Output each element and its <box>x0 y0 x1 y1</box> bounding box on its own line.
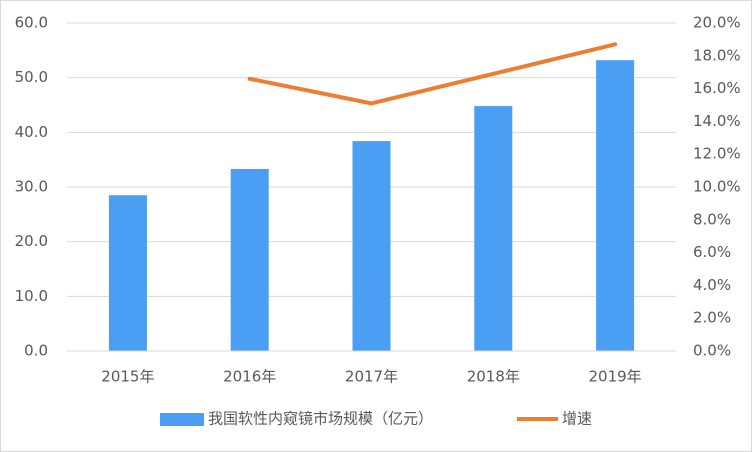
bar <box>596 60 635 351</box>
legend-label: 增速 <box>562 410 592 428</box>
y2-tick-label: 6.0% <box>693 243 731 261</box>
y2-tick-label: 16.0% <box>693 79 741 97</box>
bar <box>108 195 147 351</box>
x-tick-label: 2018年 <box>467 368 520 386</box>
legend-swatch <box>160 413 204 426</box>
y2-tick-label: 14.0% <box>693 112 741 130</box>
y2-tick-label: 20.0% <box>693 14 741 32</box>
y-tick-label: 0.0 <box>24 342 48 360</box>
y-tick-label: 60.0 <box>15 14 48 32</box>
legend-label: 我国软性内窥镜市场规模（亿元） <box>208 410 433 428</box>
x-tick-label: 2015年 <box>101 368 154 386</box>
y2-tick-label: 18.0% <box>693 46 741 64</box>
bar <box>474 106 513 352</box>
y-tick-label: 10.0 <box>15 287 48 305</box>
x-tick-label: 2019年 <box>589 368 642 386</box>
y2-tick-label: 8.0% <box>693 210 731 228</box>
bar <box>352 141 391 351</box>
y2-tick-label: 2.0% <box>693 309 731 327</box>
y2-tick-label: 10.0% <box>693 178 741 196</box>
bar <box>230 168 269 351</box>
y-tick-label: 50.0 <box>15 68 48 86</box>
x-tick-label: 2017年 <box>345 368 398 386</box>
y2-tick-label: 0.0% <box>693 342 731 360</box>
y-tick-label: 40.0 <box>15 123 48 141</box>
y-tick-label: 20.0 <box>15 232 48 250</box>
y2-tick-label: 12.0% <box>693 145 741 163</box>
y2-tick-label: 4.0% <box>693 276 731 294</box>
y-tick-label: 30.0 <box>15 178 48 196</box>
line <box>247 42 618 106</box>
x-tick-label: 2016年 <box>223 368 276 386</box>
